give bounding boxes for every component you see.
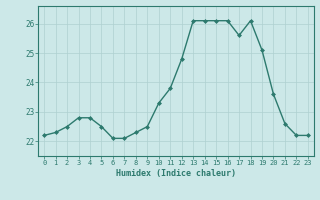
X-axis label: Humidex (Indice chaleur): Humidex (Indice chaleur) [116,169,236,178]
